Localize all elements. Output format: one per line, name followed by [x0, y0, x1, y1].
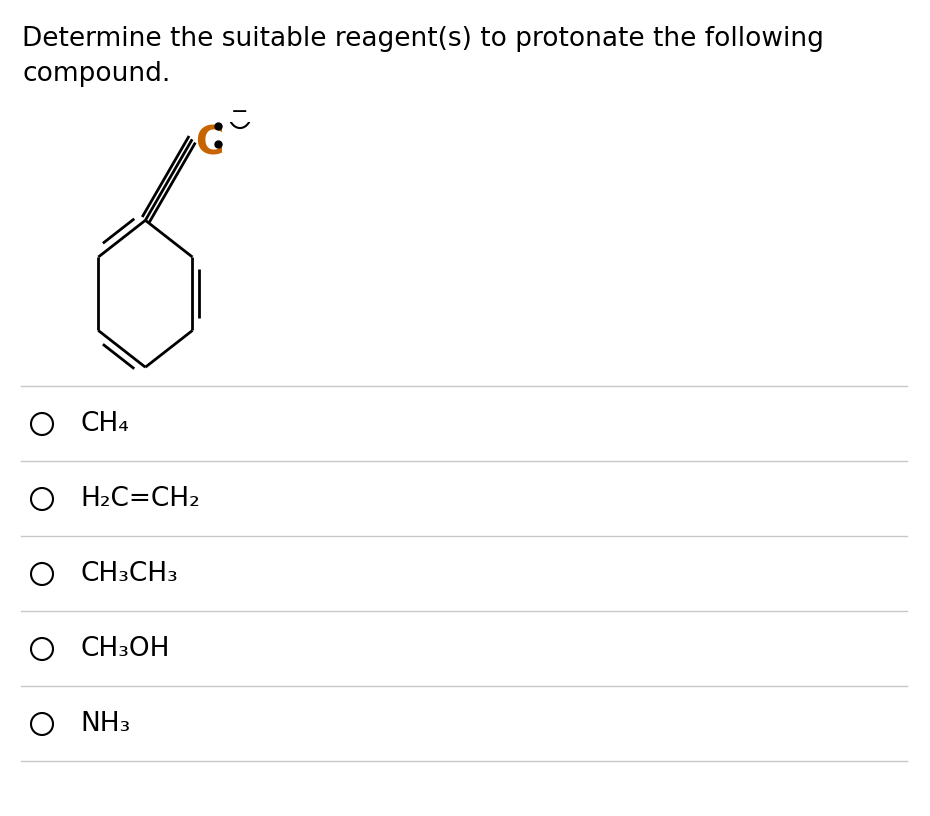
Text: H₂C=CH₂: H₂C=CH₂ [80, 486, 200, 512]
Text: Determine the suitable reagent(s) to protonate the following: Determine the suitable reagent(s) to pro… [22, 26, 824, 52]
Text: −: − [232, 102, 248, 122]
Text: CH₃CH₃: CH₃CH₃ [80, 561, 178, 587]
Text: CH₃OH: CH₃OH [80, 636, 169, 662]
Text: C: C [195, 124, 223, 162]
Text: NH₃: NH₃ [80, 711, 130, 737]
Text: compound.: compound. [22, 61, 170, 87]
Text: CH₄: CH₄ [80, 411, 129, 437]
